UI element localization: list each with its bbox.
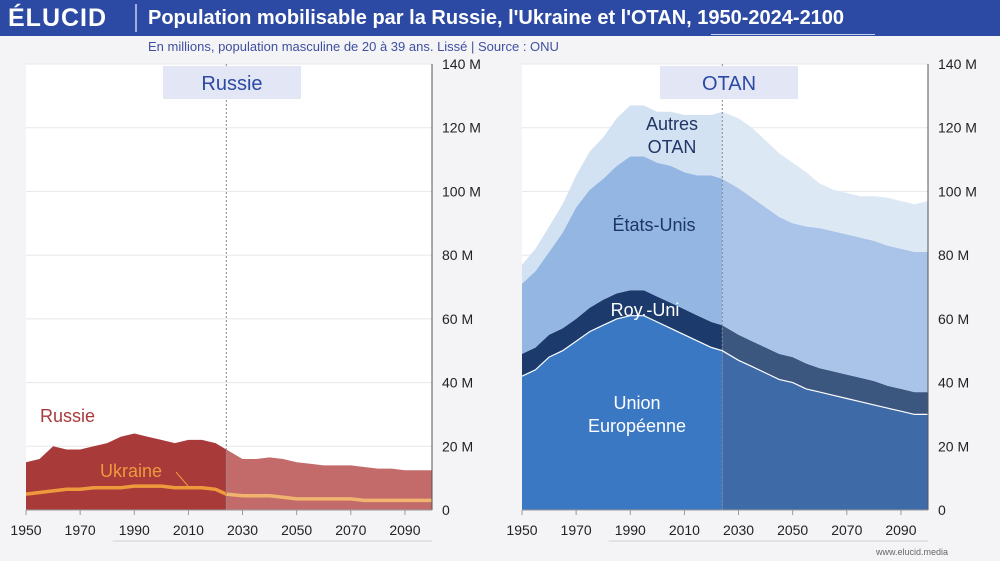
x-tick-label: 2010 (173, 522, 204, 538)
russia-gridlines (26, 63, 432, 447)
us-area-projection (722, 178, 928, 393)
eu-label-line1: Union (613, 393, 660, 413)
chart-title: Population mobilisable par la Russie, l'… (148, 7, 845, 29)
x-tick-label: 2070 (831, 522, 862, 538)
russia-label-leader-2 (115, 411, 123, 434)
x-tick-label: 1950 (10, 522, 41, 538)
y-tick-label: 60 M (938, 311, 969, 327)
nato-x-axis: 1950 1970 1990 2010 2030 2050 2070 2090 (506, 509, 928, 542)
x-tick-label: 1950 (506, 522, 537, 538)
russia-panel-title-box (163, 66, 301, 99)
y-tick-label: 120 M (938, 120, 977, 136)
russia-panel-title: Russie (201, 73, 262, 95)
x-tick-label: 2010 (669, 522, 700, 538)
russia-area-projection (226, 449, 432, 510)
y-tick-label: 0 (938, 502, 946, 518)
russia-x-axis: 1950 1970 1990 2010 2030 2050 2070 2090 (10, 509, 432, 542)
uk-area-historical (522, 290, 723, 377)
nato-panel-title: OTAN (702, 73, 756, 95)
header-bar: ÉLUCID Population mobilisable par la Rus… (0, 0, 1000, 36)
russia-y-axis: 0 20 M 40 M 60 M 80 M 100 M 120 M 140 M (431, 56, 481, 518)
nato-panel-title-box (660, 66, 798, 99)
other-nato-area-historical (522, 105, 723, 284)
x-tick-label: 2050 (281, 522, 312, 538)
y-tick-label: 40 M (442, 375, 473, 391)
x-tick-label: 2030 (723, 522, 754, 538)
x-tick-label: 1990 (615, 522, 646, 538)
x-tick-label: 2050 (777, 522, 808, 538)
y-tick-label: 100 M (938, 183, 977, 199)
y-tick-label: 80 M (442, 247, 473, 263)
ukraine-label-leader (175, 471, 189, 487)
uk-area-projection (722, 325, 928, 415)
chart-subtitle: En millions, population masculine de 20 … (148, 39, 559, 54)
other-nato-label-line1: Autres (646, 114, 698, 134)
x-tick-label: 2030 (227, 522, 258, 538)
russia-areas (26, 64, 432, 510)
ukraine-series-label: Ukraine (100, 461, 162, 481)
y-tick-label: 20 M (442, 438, 473, 454)
x-tick-label: 2070 (335, 522, 366, 538)
nato-y-axis: 0 20 M 40 M 60 M 80 M 100 M 120 M 140 M (927, 56, 977, 518)
ukraine-line-historical (26, 484, 227, 496)
y-tick-label: 140 M (442, 56, 481, 72)
y-tick-label: 40 M (938, 375, 969, 391)
other-nato-area-projection (722, 111, 928, 252)
x-tick-label: 1990 (119, 522, 150, 538)
nato-panel: OTAN 0 20 M 40 M 60 M 80 M 100 M 120 M 140 M 19… (506, 56, 977, 542)
x-tick-label: 1970 (561, 522, 592, 538)
header-divider (135, 4, 137, 32)
x-tick-label: 2090 (885, 522, 916, 538)
eu-label-line2: Européenne (588, 416, 686, 436)
eu-area-historical (522, 315, 723, 510)
y-tick-label: 60 M (442, 311, 473, 327)
eu-area-projection (722, 350, 928, 510)
footer-url: www.elucid.media (875, 547, 948, 557)
eu-boundary-line (521, 315, 928, 415)
y-tick-label: 0 (442, 502, 450, 518)
y-tick-label: 80 M (938, 247, 969, 263)
y-tick-label: 100 M (442, 183, 481, 199)
y-tick-label: 20 M (938, 438, 969, 454)
elucid-logo: ÉLUCID (8, 4, 108, 32)
russia-series-label: Russie (40, 406, 95, 426)
y-tick-label: 140 M (938, 56, 977, 72)
other-nato-label-line2: OTAN (648, 137, 697, 157)
us-label: États-Unis (612, 215, 695, 235)
russia-label-leader (104, 411, 117, 414)
us-area-historical (522, 156, 723, 354)
x-tick-label: 1970 (65, 522, 96, 538)
x-tick-label: 2090 (389, 522, 420, 538)
nato-areas (521, 64, 928, 510)
uk-label: Roy.-Uni (611, 300, 680, 320)
title-underline (711, 34, 875, 35)
russia-plot-bg (26, 64, 432, 510)
y-tick-label: 120 M (442, 120, 481, 136)
ukraine-line-projection (226, 492, 432, 503)
